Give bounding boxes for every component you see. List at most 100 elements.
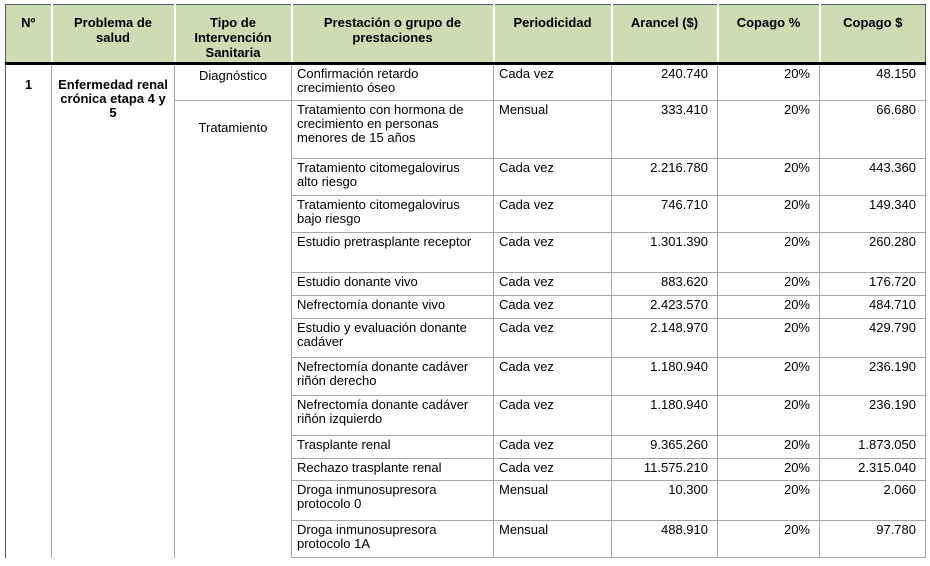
cell-copago-pct: 20% [717, 158, 820, 196]
table-row: Tratamiento Tratamiento con hormona de cr… [6, 100, 926, 558]
table-row: Estudio y evaluación donante cadáver Cada… [6, 318, 926, 358]
cell-arancel: 1.180.940 [611, 395, 718, 436]
cell-numero: 1 [5, 63, 52, 558]
column-header-problema-de-salud: Problema de salud [50, 4, 175, 65]
cell-copago-monto: 176.720 [819, 272, 926, 296]
cell-arancel: 9.365.260 [611, 435, 718, 459]
cell-periodicidad: Cada vez [493, 63, 612, 101]
cell-copago-pct: 20% [717, 520, 820, 558]
cell-periodicidad: Cada vez [493, 232, 612, 273]
cell-copago-monto: 2.060 [819, 480, 926, 521]
cell-copago-pct: 20% [717, 435, 820, 459]
arancel-table: Nº Problema de salud Tipo de Intervenció… [5, 4, 926, 558]
cell-copago-pct: 20% [717, 458, 820, 481]
table-row: Estudio pretrasplante receptor Cada vez 1.… [6, 232, 926, 273]
cell-arancel: 10.300 [611, 480, 718, 521]
table-row: Nefrectomía donante cadáver riñón derech… [6, 357, 926, 396]
table-row: Rechazo trasplante renal Cada vez 11.575.2… [6, 458, 926, 481]
cell-prestacion: Tratamiento con hormona de crecimiento e… [291, 100, 494, 159]
column-header-numero: Nº [5, 4, 52, 65]
cell-arancel: 2.423.570 [611, 295, 718, 319]
cell-copago-pct: 20% [717, 63, 820, 101]
table-row: Trasplante renal Cada vez 9.365.260 20% 1.87… [6, 435, 926, 459]
header-row: Nº Problema de salud Tipo de Intervenció… [5, 4, 926, 65]
cell-periodicidad: Cada vez [493, 158, 612, 196]
column-header-prestacion: Prestación o grupo de prestaciones [290, 4, 494, 65]
cell-copago-pct: 20% [717, 272, 820, 296]
cell-prestacion: Nefrectomía donante vivo [291, 295, 494, 319]
table-header: Nº Problema de salud Tipo de Intervenció… [5, 4, 926, 65]
cell-prestacion: Trasplante renal [291, 435, 494, 459]
table-row: Nefrectomía donante cadáver riñón izquie… [6, 395, 926, 436]
cell-prestacion: Confirmación retardo crecimiento óseo [291, 63, 494, 101]
cell-periodicidad: Cada vez [493, 318, 612, 358]
cell-prestacion: Estudio y evaluación donante cadáver [291, 318, 494, 358]
cell-copago-monto: 2.315.040 [819, 458, 926, 481]
cell-prestacion: Nefrectomía donante cadáver riñón derech… [291, 357, 494, 396]
cell-periodicidad: Cada vez [493, 435, 612, 459]
cell-arancel: 488.910 [611, 520, 718, 558]
column-header-arancel: Arancel ($) [610, 4, 718, 65]
cell-copago-monto: 149.340 [819, 195, 926, 233]
cell-copago-pct: 20% [717, 232, 820, 273]
cell-tipo-tratamiento: Tratamiento [174, 100, 292, 558]
cell-periodicidad: Cada vez [493, 458, 612, 481]
table-row: Nefrectomía donante vivo Cada vez 2.423.57… [6, 295, 926, 319]
table-body: 1 Enfermedad renal crónica etapa 4 y 5 Dia… [5, 63, 926, 558]
cell-copago-monto: 236.190 [819, 357, 926, 396]
cell-copago-pct: 20% [717, 395, 820, 436]
column-header-copago-monto: Copago $ [818, 4, 926, 65]
cell-copago-monto: 260.280 [819, 232, 926, 273]
cell-prestacion: Rechazo trasplante renal [291, 458, 494, 481]
cell-copago-pct: 20% [717, 195, 820, 233]
cell-arancel: 11.575.210 [611, 458, 718, 481]
cell-copago-monto: 429.790 [819, 318, 926, 358]
cell-periodicidad: Cada vez [493, 195, 612, 233]
cell-arancel: 1.301.390 [611, 232, 718, 273]
column-header-periodicidad: Periodicidad [492, 4, 612, 65]
cell-prestacion: Droga inmunosupresora protocolo 0 [291, 480, 494, 521]
cell-copago-monto: 48.150 [819, 63, 926, 101]
cell-copago-monto: 66.680 [819, 100, 926, 159]
cell-arancel: 1.180.940 [611, 357, 718, 396]
cell-copago-monto: 97.780 [819, 520, 926, 558]
cell-arancel: 2.216.780 [611, 158, 718, 196]
cell-arancel: 746.710 [611, 195, 718, 233]
table-row: Tratamiento citomegalovirus alto riesgo C… [6, 158, 926, 196]
cell-arancel: 333.410 [611, 100, 718, 159]
table-row: Tratamiento citomegalovirus bajo riesgo C… [6, 195, 926, 233]
cell-arancel: 240.740 [611, 63, 718, 101]
cell-arancel: 883.620 [611, 272, 718, 296]
cell-problema-de-salud: Enfermedad renal crónica etapa 4 y 5 [51, 63, 175, 558]
cell-copago-monto: 236.190 [819, 395, 926, 436]
column-header-copago-pct: Copago % [716, 4, 820, 65]
cell-periodicidad: Cada vez [493, 357, 612, 396]
cell-prestacion: Estudio donante vivo [291, 272, 494, 296]
cell-copago-pct: 20% [717, 100, 820, 159]
cell-prestacion: Tratamiento citomegalovirus bajo riesgo [291, 195, 494, 233]
cell-copago-pct: 20% [717, 295, 820, 319]
cell-periodicidad: Cada vez [493, 295, 612, 319]
cell-copago-pct: 20% [717, 480, 820, 521]
cell-copago-monto: 484.710 [819, 295, 926, 319]
table-row: Droga inmunosupresora protocolo 0 Mensual… [6, 480, 926, 521]
table-row: Estudio donante vivo Cada vez 883.620 20% 17… [6, 272, 926, 296]
cell-periodicidad: Cada vez [493, 395, 612, 436]
table-row: 1 Enfermedad renal crónica etapa 4 y 5 Dia… [5, 63, 926, 558]
cell-prestacion: Estudio pretrasplante receptor [291, 232, 494, 273]
cell-arancel: 2.148.970 [611, 318, 718, 358]
cell-prestacion: Tratamiento citomegalovirus alto riesgo [291, 158, 494, 196]
cell-prestacion: Nefrectomía donante cadáver riñón izquie… [291, 395, 494, 436]
table-row: Droga inmunosupresora protocolo 1A Mensua… [6, 520, 926, 558]
cell-periodicidad: Mensual [493, 480, 612, 521]
cell-prestacion: Droga inmunosupresora protocolo 1A [291, 520, 494, 558]
cell-tipo-diagnostico: Diagnóstico [174, 63, 292, 101]
cell-copago-monto: 1.873.050 [819, 435, 926, 459]
cell-periodicidad: Mensual [493, 100, 612, 159]
cell-periodicidad: Mensual [493, 520, 612, 558]
cell-copago-pct: 20% [717, 357, 820, 396]
cell-periodicidad: Cada vez [493, 272, 612, 296]
cell-copago-pct: 20% [717, 318, 820, 358]
cell-copago-monto: 443.360 [819, 158, 926, 196]
